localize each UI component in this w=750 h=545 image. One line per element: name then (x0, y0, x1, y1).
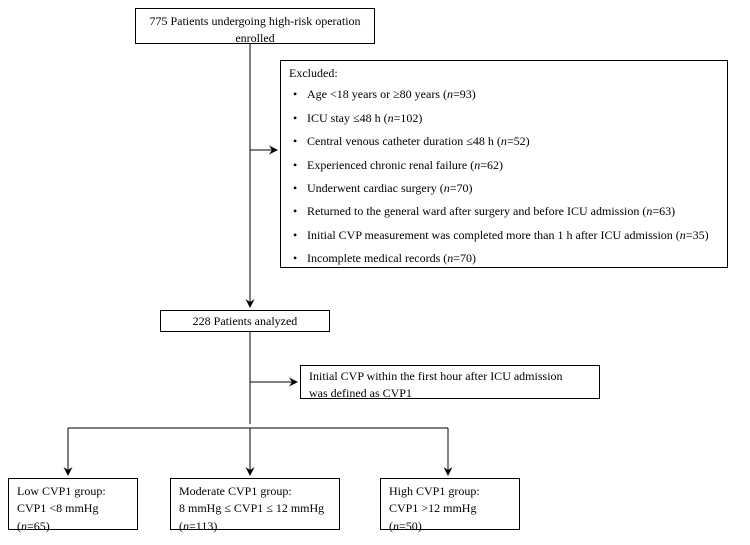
cvp-def-line1: Initial CVP within the first hour after … (309, 368, 591, 385)
excluded-item: Experienced chronic renal failure (n=62) (289, 157, 719, 174)
high-l3: (n=50) (389, 518, 511, 535)
excluded-box: Excluded: Age <18 years or ≥80 years (n=… (280, 60, 728, 268)
excluded-title: Excluded: (289, 65, 719, 82)
enroll-box: 775 Patients undergoing high-risk operat… (135, 8, 375, 44)
mod-l3: (n=113) (179, 518, 331, 535)
low-l2: CVP1 <8 mmHg (17, 500, 129, 517)
cvp-def-line2: was defined as CVP1 (309, 385, 591, 402)
low-l1: Low CVP1 group: (17, 483, 129, 500)
excluded-item: Returned to the general ward after surge… (289, 203, 719, 220)
excluded-item: Incomplete medical records (n=70) (289, 250, 719, 267)
enroll-line1: 775 Patients undergoing high-risk operat… (144, 13, 366, 30)
low-l3: (n=65) (17, 518, 129, 535)
cvp-def-box: Initial CVP within the first hour after … (300, 365, 600, 399)
excluded-item: Underwent cardiac surgery (n=70) (289, 180, 719, 197)
excluded-item: Age <18 years or ≥80 years (n=93) (289, 86, 719, 103)
excluded-item: Central venous catheter duration ≤48 h (… (289, 133, 719, 150)
mod-l1: Moderate CVP1 group: (179, 483, 331, 500)
mod-l2: 8 mmHg ≤ CVP1 ≤ 12 mmHg (179, 500, 331, 517)
analyzed-box: 228 Patients analyzed (160, 310, 330, 332)
mod-group-box: Moderate CVP1 group: 8 mmHg ≤ CVP1 ≤ 12 … (170, 478, 340, 530)
high-l2: CVP1 >12 mmHg (389, 500, 511, 517)
high-l1: High CVP1 group: (389, 483, 511, 500)
low-group-box: Low CVP1 group: CVP1 <8 mmHg (n=65) (8, 478, 138, 530)
analyzed-text: 228 Patients analyzed (193, 314, 298, 328)
enroll-line2: enrolled (144, 30, 366, 47)
excluded-item: Initial CVP measurement was completed mo… (289, 227, 719, 244)
excluded-list: Age <18 years or ≥80 years (n=93) ICU st… (289, 86, 719, 267)
high-group-box: High CVP1 group: CVP1 >12 mmHg (n=50) (380, 478, 520, 530)
excluded-item: ICU stay ≤48 h (n=102) (289, 110, 719, 127)
